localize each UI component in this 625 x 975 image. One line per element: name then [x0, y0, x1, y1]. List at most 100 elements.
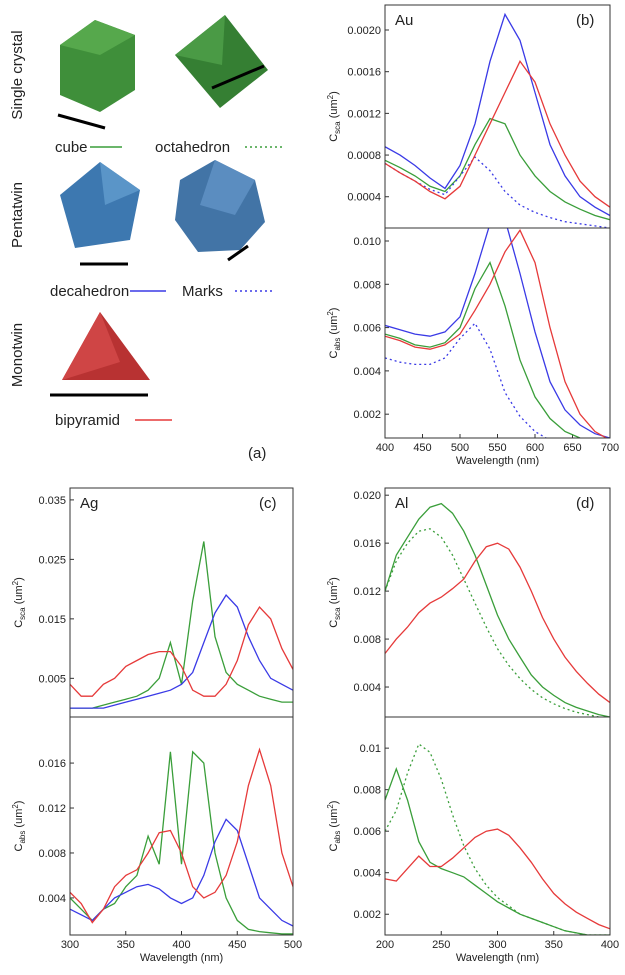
- legend-label: cube: [55, 139, 88, 156]
- y-axis-label: Csca (um2): [326, 91, 342, 142]
- decahedron-shape: [60, 162, 140, 248]
- y-tick-label: 0.004: [353, 366, 381, 378]
- y-axis-label-part: 2: [326, 311, 335, 316]
- chart: 0.0004 0.0008 0.0012 0.0016 0.0020 Au (b) Csca …: [326, 4, 611, 229]
- y-tick-label: 0.005: [38, 673, 66, 685]
- panel-label: (d): [576, 495, 594, 512]
- y-tick-label: 0.01: [360, 743, 381, 755]
- y-tick-label: 0.035: [38, 495, 66, 507]
- y-axis-label-part: (um: [13, 585, 25, 607]
- y-tick-label: 0.002: [353, 909, 381, 921]
- panel-label: (c): [259, 495, 277, 512]
- x-tick-label: 350: [545, 939, 563, 951]
- x-tick-label: 250: [432, 939, 450, 951]
- series-line: [385, 322, 548, 438]
- y-tick-label: 0.004: [353, 682, 381, 694]
- x-tick-label: 600: [526, 442, 544, 454]
- series-line: [385, 261, 583, 438]
- x-tick-label: 400: [172, 939, 190, 951]
- series-line: [70, 818, 293, 927]
- y-tick-label: 0.008: [353, 279, 381, 291]
- arrow: [211, 64, 265, 90]
- row-label: Monotwin: [9, 323, 26, 387]
- y-axis-label-part: ): [13, 801, 25, 805]
- y-tick-label: 0.0012: [347, 108, 381, 120]
- series-line: [385, 228, 608, 438]
- octahedron-face: [175, 15, 225, 65]
- y-axis-label-part: C: [328, 843, 340, 851]
- plot-frame: [384, 227, 611, 439]
- row-label: Single crystal: [9, 30, 26, 119]
- x-tick-label: 450: [413, 442, 431, 454]
- legend-label: bipyramid: [55, 412, 120, 429]
- y-tick-label: 0.006: [353, 826, 381, 838]
- series-line: [385, 228, 610, 438]
- plot-frame: [69, 716, 294, 936]
- y-axis-label-part: abs: [333, 831, 342, 844]
- x-axis-label: Wavelength (nm): [456, 952, 539, 964]
- series-line: [70, 747, 293, 924]
- y-axis-label-part: ): [13, 577, 25, 581]
- row-label: Pentatwin: [9, 182, 26, 248]
- y-axis-label-part: (um: [328, 809, 340, 831]
- x-tick-label: 400: [601, 939, 619, 951]
- series-line: [385, 502, 610, 717]
- x-tick-label: 500: [284, 939, 302, 951]
- y-axis-label-part: 2: [11, 580, 20, 585]
- y-axis-label: Cabs (um2): [326, 801, 342, 852]
- chart: 0.005 0.015 0.025 0.035 Ag (c) Csca (um2): [11, 487, 294, 718]
- series-line: [70, 594, 293, 709]
- y-tick-label: 0.020: [353, 490, 381, 502]
- y-axis-label: Csca (um2): [326, 577, 342, 628]
- y-axis-label-part: (um: [13, 809, 25, 831]
- y-tick-label: 0.012: [38, 803, 66, 815]
- chart-title: Au: [395, 12, 413, 29]
- y-axis-label-part: 2: [11, 804, 20, 809]
- y-axis-label-part: sca: [18, 607, 27, 620]
- y-axis-label-part: (um: [328, 316, 340, 338]
- arrow: [227, 244, 249, 262]
- y-tick-label: 0.016: [38, 758, 66, 770]
- decahedron-face: [100, 162, 140, 205]
- x-tick-label: 350: [117, 939, 135, 951]
- marks-face: [200, 160, 255, 215]
- x-tick-label: 700: [601, 442, 619, 454]
- y-tick-label: 0.002: [353, 409, 381, 421]
- chart: 0.002 0.004 0.006 0.008 0.010 400 450 500 550 600…: [326, 227, 619, 467]
- y-tick-label: 0.004: [38, 893, 66, 905]
- series-line: [385, 766, 610, 935]
- x-axis-label: Wavelength (nm): [456, 455, 539, 467]
- x-tick-label: 650: [563, 442, 581, 454]
- chart-title: Ag: [80, 495, 98, 512]
- bipyramid-face: [62, 312, 120, 380]
- y-tick-label: 0.008: [353, 785, 381, 797]
- x-tick-label: 500: [451, 442, 469, 454]
- legend-label: Marks: [182, 283, 223, 300]
- y-tick-label: 0.0008: [347, 150, 381, 162]
- x-tick-label: 200: [376, 939, 394, 951]
- y-axis-label-part: abs: [333, 338, 342, 351]
- y-axis-label-part: 2: [326, 94, 335, 99]
- arrow: [57, 113, 106, 130]
- series-line: [385, 828, 610, 930]
- y-tick-label: 0.0020: [347, 25, 381, 37]
- y-axis-label-part: ): [328, 91, 340, 95]
- plot-frame: [384, 716, 611, 936]
- y-axis-label-part: ): [328, 308, 340, 312]
- y-tick-label: 0.008: [353, 634, 381, 646]
- x-tick-label: 550: [488, 442, 506, 454]
- series-line: [70, 750, 293, 935]
- y-tick-label: 0.025: [38, 554, 66, 566]
- chart: 0.004 0.008 0.012 0.016 300 350 400 450 500 Wavel…: [11, 716, 302, 964]
- y-axis-label: Cabs (um2): [326, 308, 342, 359]
- chart: 0.002 0.004 0.006 0.008 0.01 200 250 300 350 400 W…: [326, 716, 619, 964]
- y-tick-label: 0.0016: [347, 67, 381, 79]
- legend-label: decahedron: [50, 283, 129, 300]
- series-line: [385, 542, 610, 704]
- cube-top: [60, 20, 135, 55]
- x-axis-label: Wavelength (nm): [140, 952, 223, 964]
- y-axis-label-part: C: [328, 620, 340, 628]
- y-axis-label-part: (um: [328, 99, 340, 121]
- y-axis-label-part: abs: [18, 831, 27, 844]
- x-tick-label: 400: [376, 442, 394, 454]
